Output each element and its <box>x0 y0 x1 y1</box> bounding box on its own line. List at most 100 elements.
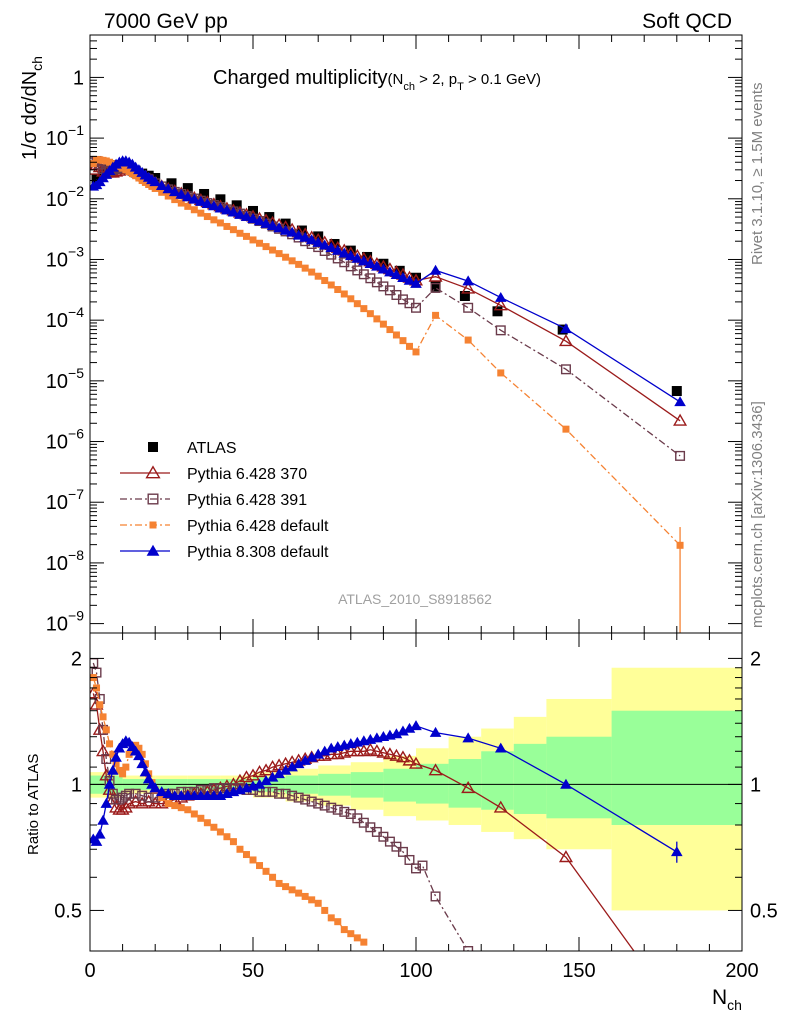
ratio-point-pythia-6-428-default <box>210 823 218 831</box>
ratio-point-pythia-6-428-default <box>135 744 143 752</box>
ratio-point-pythia-6-428-default <box>334 918 342 926</box>
ratio-point-pythia-6-428-391 <box>391 841 402 852</box>
data-point-pythia-6-428-default <box>295 260 303 268</box>
y-tick-exponent: −2 <box>68 183 84 199</box>
data-point-pythia-8-308-default <box>305 234 318 245</box>
analysis-watermark: ATLAS_2010_S8918562 <box>338 591 492 607</box>
ratio-point-pythia-6-428-391 <box>267 786 278 797</box>
data-point-pythia-8-308-default <box>182 191 194 202</box>
data-point-pythia-6-428-default <box>321 277 329 285</box>
ratio-point-pythia-6-428-391 <box>326 802 337 813</box>
data-point-pythia-6-428-default <box>327 281 335 289</box>
data-point-pythia-8-308-default <box>260 217 272 228</box>
y-tick-label: 10−4 <box>46 304 84 332</box>
data-point-atlas <box>296 225 307 236</box>
y-tick-exponent: −3 <box>68 243 84 259</box>
x-tick-label: 200 <box>725 960 758 982</box>
data-point-pythia-6-428-370 <box>558 334 573 347</box>
ratio-point-pythia-6-428-370 <box>402 753 417 766</box>
ratio-point-pythia-6-428-370 <box>428 763 443 776</box>
ratio-point-pythia-6-428-default <box>125 750 133 758</box>
ratio-point-pythia-6-428-default <box>229 838 237 846</box>
data-point-pythia-8-308-default <box>494 291 507 302</box>
data-point-pythia-8-308-default <box>397 272 409 283</box>
data-point-pythia-6-428-default <box>171 196 179 204</box>
ratio-point-pythia-8-308-default <box>397 725 409 736</box>
ratio-point-pythia-6-428-default <box>249 856 257 864</box>
y-tick-base: 10 <box>46 614 68 636</box>
ratio-point-pythia-8-308-default <box>162 788 175 799</box>
x-axis-label-main: N <box>712 986 727 1009</box>
legend-marker <box>146 544 160 556</box>
y-tick-base: 10 <box>46 371 68 393</box>
data-point-pythia-6-428-default <box>301 264 309 272</box>
ratio-point-pythia-6-428-370 <box>363 742 378 755</box>
ratio-point-pythia-6-428-391 <box>261 786 272 797</box>
data-point-pythia-6-428-default <box>269 246 277 254</box>
ratio-point-pythia-8-308-default <box>266 771 279 782</box>
ratio-point-pythia-6-428-370 <box>395 750 410 763</box>
legend-item-pythia-8-308-default: Pythia 8.308 default <box>120 544 329 561</box>
ratio-point-pythia-6-428-default <box>275 879 283 887</box>
y-tick-label: 10−5 <box>46 365 84 393</box>
ratio-point-pythia-8-308-default <box>403 722 416 733</box>
data-point-pythia-6-428-370 <box>461 281 476 294</box>
data-point-pythia-8-308-default <box>208 200 220 211</box>
y-tick-label: 1 <box>73 67 84 89</box>
y-tick-label: 10−1 <box>46 122 84 150</box>
ratio-point-pythia-6-428-370 <box>128 794 143 807</box>
main-axes: 110−110−210−310−410−510−610−710−810−9 <box>46 34 743 636</box>
ratio-point-pythia-6-428-391 <box>417 860 428 871</box>
data-point-pythia-6-428-370 <box>428 269 443 282</box>
ratio-point-pythia-6-428-391 <box>124 788 135 799</box>
data-point-pythia-6-428-default <box>203 213 211 221</box>
ratio-point-pythia-6-428-391 <box>130 788 141 799</box>
ratio-point-pythia-6-428-370 <box>118 800 133 813</box>
data-point-pythia-6-428-391 <box>430 282 441 293</box>
data-point-pythia-6-428-default <box>340 290 348 298</box>
ratio-point-pythia-8-308-default <box>93 828 106 839</box>
ratio-point-pythia-6-428-default <box>119 770 127 778</box>
data-point-pythia-8-308-default <box>390 269 403 280</box>
ratio-point-pythia-6-428-default <box>102 726 110 734</box>
ratio-point-pythia-6-428-391 <box>306 796 317 807</box>
ratio-point-pythia-8-308-default <box>273 768 285 779</box>
y-tick-label: 10−3 <box>46 243 84 271</box>
data-point-atlas <box>231 200 242 211</box>
ratio-point-pythia-6-428-default <box>112 760 120 768</box>
data-point-pythia-6-428-default <box>90 160 97 168</box>
ratio-point-pythia-6-428-391 <box>120 790 131 801</box>
y-tick-exponent: −6 <box>68 426 84 442</box>
data-point-pythia-6-428-391 <box>675 450 686 461</box>
chart-title-cut-mid: > 2, p <box>415 71 457 88</box>
data-point-pythia-6-428-default <box>464 336 472 344</box>
data-point-atlas <box>280 218 291 229</box>
ratio-point-pythia-6-428-default <box>122 763 130 771</box>
data-point-pythia-8-308-default <box>674 396 686 407</box>
ratio-point-pythia-8-308-default <box>299 754 311 765</box>
data-point-pythia-6-428-391 <box>560 364 571 375</box>
ratio-point-pythia-6-428-default <box>203 819 211 827</box>
ratio-point-pythia-6-428-370 <box>558 850 573 863</box>
y-tick-base: 10 <box>46 249 68 271</box>
ratio-point-pythia-6-428-default <box>295 889 303 897</box>
data-point-pythia-8-308-default <box>364 258 377 269</box>
ratio-point-pythia-6-428-391 <box>143 792 154 803</box>
data-point-pythia-8-308-default <box>247 212 259 223</box>
main-series-layer <box>90 155 688 633</box>
data-point-pythia-8-308-default <box>410 277 422 288</box>
data-point-pythia-8-308-default <box>227 206 240 217</box>
ratio-point-pythia-6-428-370 <box>461 781 476 794</box>
data-point-pythia-6-428-default <box>236 229 244 237</box>
data-point-pythia-8-308-default <box>221 204 233 215</box>
data-point-pythia-6-428-391 <box>411 302 422 313</box>
y-tick-exponent: −4 <box>68 304 84 320</box>
data-point-atlas <box>459 291 470 302</box>
chart-title-cut-sub2: T <box>457 81 464 93</box>
data-point-pythia-6-428-default <box>223 222 231 230</box>
ratio-point-pythia-6-428-391 <box>463 946 474 951</box>
ratio-point-pythia-8-308-default <box>292 758 305 769</box>
ratio-point-pythia-6-428-default <box>109 750 117 758</box>
legend-label: Pythia 8.308 default <box>187 544 329 561</box>
ratio-point-pythia-8-308-default <box>107 764 119 775</box>
